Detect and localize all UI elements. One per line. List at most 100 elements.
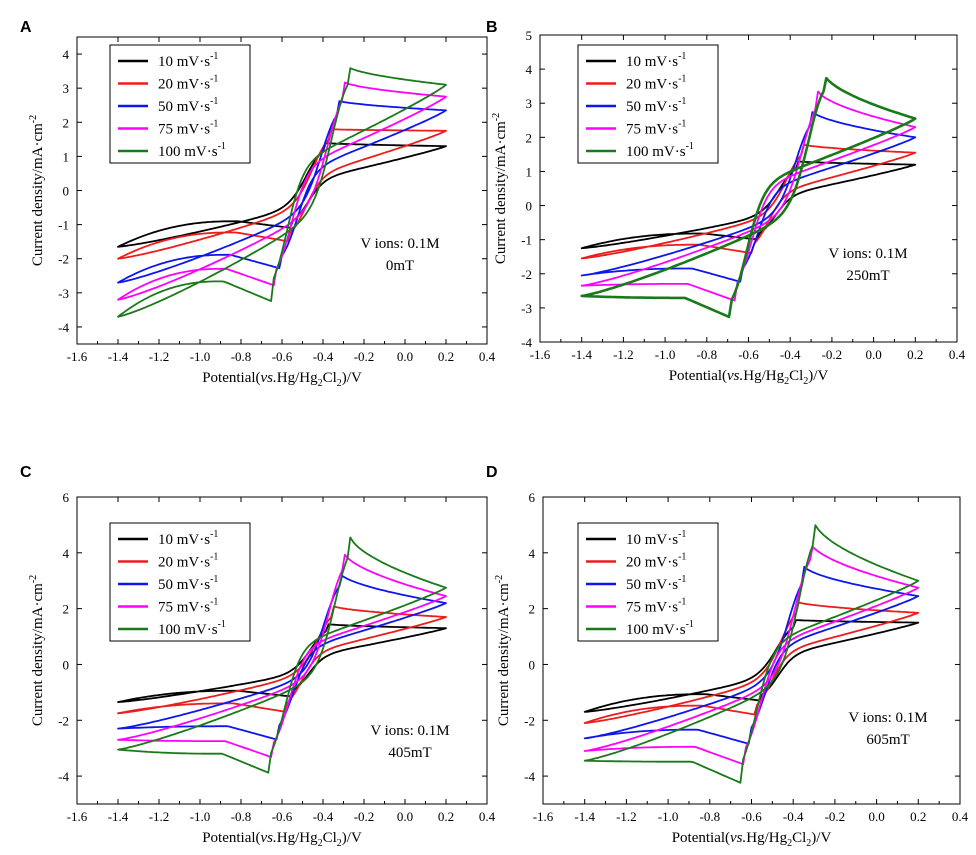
x-tick-label: -0.6 bbox=[272, 349, 293, 364]
legend-box bbox=[577, 44, 719, 164]
y-tick-label: -4 bbox=[521, 335, 532, 350]
x-tick-label: 0.0 bbox=[397, 809, 413, 824]
annotation-field: 0mT bbox=[386, 258, 414, 274]
legend-label-20: 20 mV·s-1 bbox=[158, 74, 218, 93]
annotation-ions: V ions: 0.1M bbox=[370, 723, 449, 739]
panel-letter: B bbox=[486, 19, 498, 36]
annotation-ions: V ions: 0.1M bbox=[848, 710, 927, 726]
x-tick-label: 0.2 bbox=[910, 809, 926, 824]
y-tick-label: 4 bbox=[529, 546, 536, 561]
x-tick-label: 0.2 bbox=[438, 349, 454, 364]
annotation-field: 250mT bbox=[846, 268, 889, 284]
x-tick-label: -0.4 bbox=[783, 809, 804, 824]
legend-label-75: 75 mV·s-1 bbox=[626, 119, 686, 138]
y-tick-label: -4 bbox=[524, 769, 535, 784]
panel-a: A -1.6 -1.4 -1.2 -1.0 -0.8 -0.6 -0.4 -0.2 0.0 0.2 0… bbox=[20, 19, 496, 389]
x-tick-label: -0.8 bbox=[231, 349, 252, 364]
cv-curve-100 bbox=[117, 67, 447, 318]
cv-curve-10 bbox=[117, 623, 447, 703]
cv-curve-10 bbox=[580, 160, 917, 250]
x-tick-label: -0.8 bbox=[697, 347, 718, 362]
cv-curve-75 bbox=[117, 81, 447, 301]
legend-label-20: 20 mV·s-1 bbox=[626, 552, 686, 571]
y-tick-label: 4 bbox=[526, 62, 533, 77]
y-tick-label: 2 bbox=[529, 602, 536, 617]
legend-label-100: 100 mV·s-1 bbox=[626, 619, 694, 638]
panel-c: C -1.6 -1.4 -1.2 -1.0 -0.8 -0.6 -0.4 -0.2 0.0 0.2 0… bbox=[20, 464, 496, 849]
x-tick-label: 0.4 bbox=[479, 349, 496, 364]
x-tick-label: -1.0 bbox=[190, 809, 211, 824]
cv-curve-10 bbox=[583, 619, 920, 713]
x-tick-label: -0.4 bbox=[313, 809, 334, 824]
x-tick-label: -0.2 bbox=[822, 347, 843, 362]
y-axis-label: Current density/mA·cm-2 bbox=[494, 575, 512, 726]
legend-box bbox=[109, 44, 251, 164]
x-tick-label: 0.0 bbox=[868, 809, 884, 824]
x-tick-label: -0.2 bbox=[354, 809, 375, 824]
legend-label-100: 100 mV·s-1 bbox=[158, 619, 226, 638]
legend-label-75: 75 mV·s-1 bbox=[626, 597, 686, 616]
y-tick-label: 2 bbox=[63, 602, 70, 617]
x-tick-label: -1.6 bbox=[67, 809, 88, 824]
legend-label-20: 20 mV·s-1 bbox=[626, 74, 686, 93]
legend-label-50: 50 mV·s-1 bbox=[158, 96, 218, 115]
x-tick-label: -1.0 bbox=[658, 809, 679, 824]
y-axis-label: Current density/mA·cm-2 bbox=[28, 115, 46, 266]
x-axis-label: Potential(vs.Hg/Hg2Cl2)/V bbox=[202, 830, 362, 849]
x-tick-label: -0.6 bbox=[738, 347, 759, 362]
x-tick-label: 0.2 bbox=[438, 809, 454, 824]
x-tick-label: -0.8 bbox=[700, 809, 721, 824]
cv-curve-20 bbox=[583, 601, 920, 724]
cv-curve-50 bbox=[117, 100, 447, 284]
y-tick-label: -3 bbox=[58, 286, 69, 301]
x-tick-label: -0.6 bbox=[741, 809, 762, 824]
panel-letter: D bbox=[486, 464, 498, 481]
y-axis-label: Current density/mA·cm-2 bbox=[28, 575, 46, 726]
panel-b: B -1.6 -1.4 -1.2 -1.0 -0.8 -0.6 -0.4 -0.2 0.0 0.2 0… bbox=[486, 19, 966, 387]
legend-label-50: 50 mV·s-1 bbox=[626, 96, 686, 115]
panel-letter: C bbox=[20, 464, 32, 481]
y-tick-label: -1 bbox=[58, 218, 69, 233]
x-axis-label: Potential(vs.Hg/Hg2Cl2)/V bbox=[202, 370, 362, 389]
annotation-field: 405mT bbox=[388, 745, 431, 761]
y-tick-label: -1 bbox=[521, 233, 532, 248]
cv-curve-100 bbox=[580, 76, 917, 319]
cv-curve-20 bbox=[117, 128, 447, 260]
x-tick-label: -1.2 bbox=[613, 347, 634, 362]
panel-d: D -1.6 -1.4 -1.2 -1.0 -0.8 -0.6 -0.4 -0.2 0.0 0.2 0… bbox=[486, 464, 969, 849]
legend-label-75: 75 mV·s-1 bbox=[158, 597, 218, 616]
y-tick-label: -3 bbox=[521, 301, 532, 316]
annotation-field: 605mT bbox=[866, 732, 909, 748]
y-tick-label: 0 bbox=[63, 184, 70, 199]
x-tick-label: -1.6 bbox=[67, 349, 88, 364]
x-tick-label: -1.4 bbox=[571, 347, 592, 362]
legend-label-50: 50 mV·s-1 bbox=[626, 574, 686, 593]
x-axis-label: Potential(vs.Hg/Hg2Cl2)/V bbox=[672, 830, 832, 849]
y-tick-label: 1 bbox=[63, 149, 70, 164]
x-tick-label: -0.6 bbox=[272, 809, 293, 824]
annotation-ions: V ions: 0.1M bbox=[828, 246, 907, 262]
y-tick-label: -2 bbox=[58, 252, 69, 267]
y-tick-label: -4 bbox=[58, 769, 69, 784]
y-tick-label: 6 bbox=[63, 490, 70, 505]
legend-label-10: 10 mV·s-1 bbox=[626, 529, 686, 548]
cv-curve-10 bbox=[117, 142, 447, 248]
x-tick-label: -0.4 bbox=[313, 349, 334, 364]
legend-label-10: 10 mV·s-1 bbox=[626, 51, 686, 70]
y-tick-label: -4 bbox=[58, 320, 69, 335]
annotation-ions: V ions: 0.1M bbox=[360, 236, 439, 252]
x-axis-label: Potential(vs.Hg/Hg2Cl2)/V bbox=[669, 368, 829, 387]
x-tick-label: -1.4 bbox=[108, 349, 129, 364]
cv-curve-20 bbox=[117, 605, 447, 715]
cv-curve-100 bbox=[117, 536, 447, 774]
x-tick-label: -1.4 bbox=[108, 809, 129, 824]
y-tick-label: 5 bbox=[526, 28, 533, 43]
cv-curve-50 bbox=[117, 574, 447, 741]
y-tick-label: 4 bbox=[63, 546, 70, 561]
x-tick-label: 0.2 bbox=[907, 347, 923, 362]
y-tick-label: 6 bbox=[529, 490, 536, 505]
legend-label-10: 10 mV·s-1 bbox=[158, 529, 218, 548]
cv-curve-100 bbox=[583, 524, 920, 784]
x-tick-label: -0.4 bbox=[780, 347, 801, 362]
